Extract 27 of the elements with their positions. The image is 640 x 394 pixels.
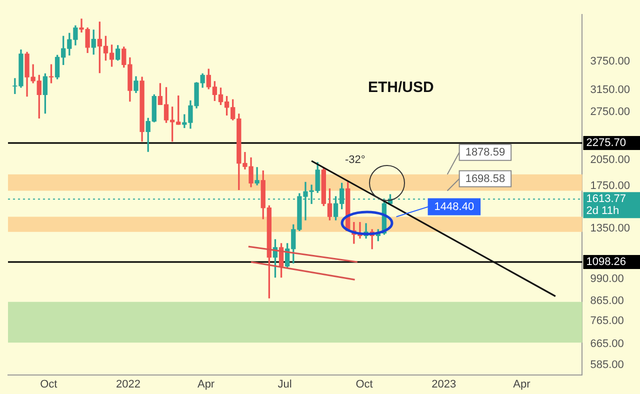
- y-tick-label: 990.00: [590, 272, 624, 285]
- y-tick-label: 3750.00: [590, 56, 630, 68]
- annotation: -32°: [345, 154, 366, 166]
- x-tick-label: Apr: [513, 378, 531, 390]
- x-tick-label: Oct: [356, 378, 373, 390]
- annotation: 1448.40: [434, 200, 474, 213]
- x-tick-label: Jul: [278, 378, 292, 390]
- y-tick-label: 865.00: [590, 294, 624, 307]
- x-tick-label: Oct: [40, 378, 58, 390]
- y-tick-label: 1750.00: [590, 180, 630, 192]
- x-tick-label: 2022: [116, 378, 140, 390]
- x-tick-label: Apr: [197, 378, 215, 390]
- candlestick: [254, 167, 260, 186]
- y-tick-label: 2750.00: [590, 106, 630, 118]
- text: ETH/USD: [368, 79, 434, 96]
- annotation: 1698.58: [465, 172, 506, 185]
- ref-line-label: 1098.26: [586, 256, 626, 268]
- y-tick-label: 2050.00: [590, 154, 630, 166]
- annotation: 1878.59: [465, 146, 506, 158]
- y-tick-label: 1350.00: [590, 222, 630, 234]
- ref-line-label: 2275.70: [586, 137, 626, 150]
- y-tick-label: 585.00: [590, 358, 624, 371]
- y-tick-label: 765.00: [590, 314, 624, 327]
- y-tick-label: 665.00: [590, 338, 624, 350]
- y-tick-label: 3150.00: [590, 84, 630, 96]
- ref-line-label: 1613.77 2d 11h: [586, 193, 626, 218]
- x-tick-label: 2023: [432, 378, 456, 390]
